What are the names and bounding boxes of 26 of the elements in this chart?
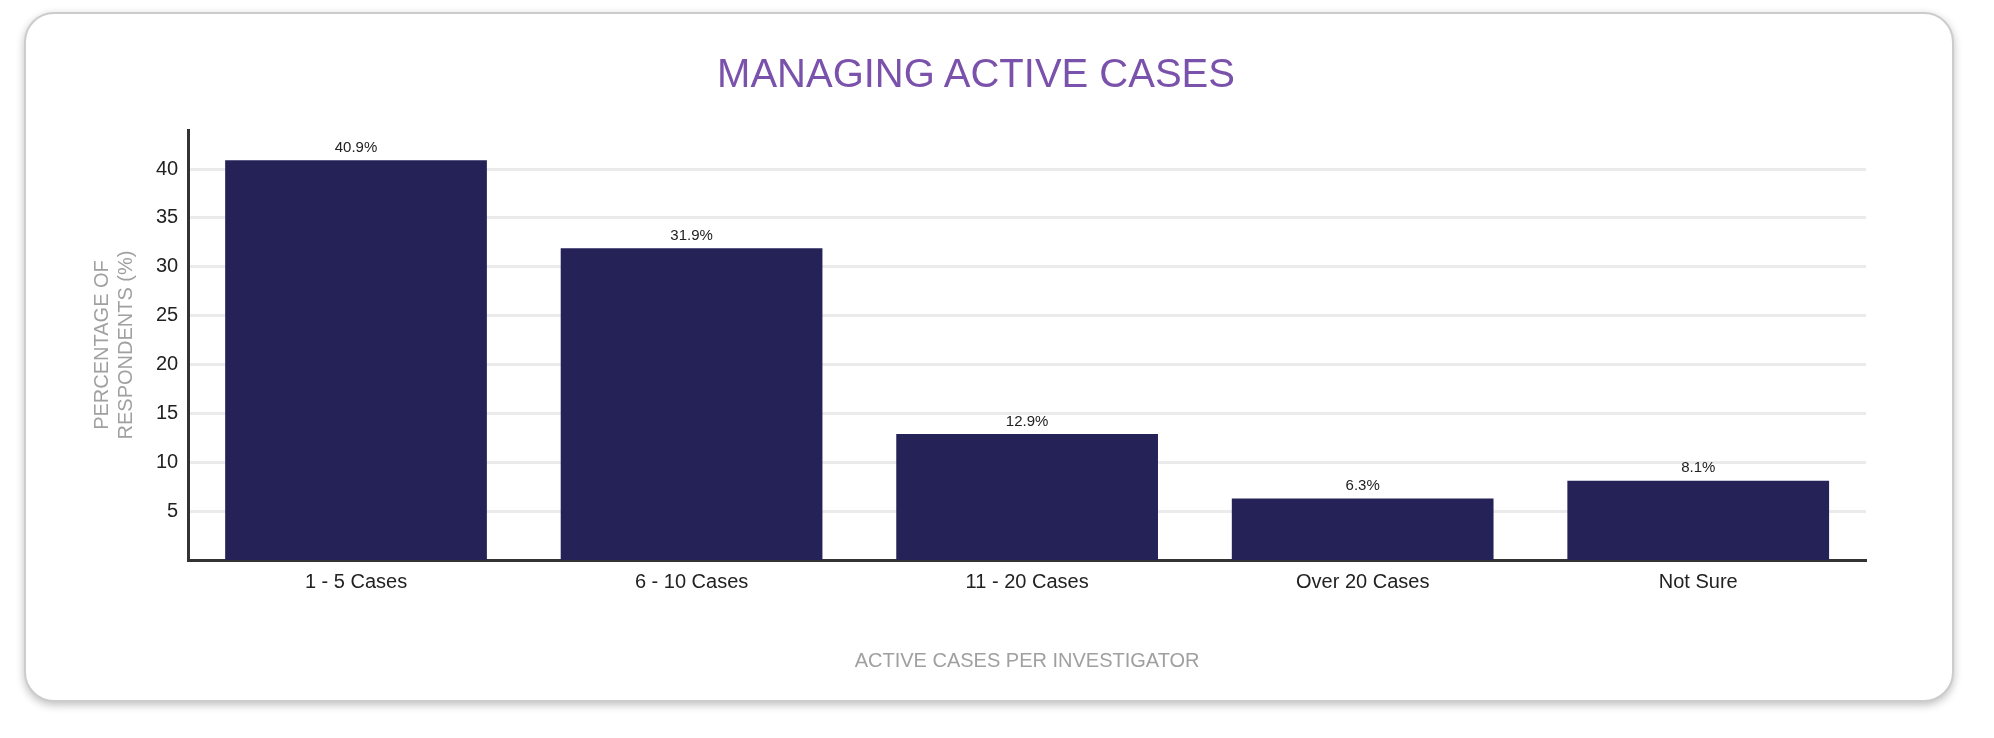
data-label: 6.3% — [1345, 476, 1380, 494]
y-tick-label: 15 — [156, 400, 179, 423]
y-tick-label: 5 — [167, 498, 179, 521]
x-tick-label: 11 - 20 Cases — [965, 569, 1089, 592]
data-label: 12.9% — [1005, 411, 1049, 429]
chart-title: MANAGING ACTIVE CASES — [717, 51, 1235, 96]
x-tick-label: Over 20 Cases — [1295, 569, 1430, 592]
data-label: 31.9% — [670, 225, 713, 243]
y-tick-label: 35 — [156, 205, 179, 228]
bar — [225, 160, 487, 560]
y-tick-label: 30 — [156, 254, 179, 277]
x-tick-label: 1 - 5 Cases — [304, 569, 408, 592]
x-tick-label: 6 - 10 Cases — [634, 569, 749, 592]
x-axis-title: ACTIVE CASES PER INVESTIGATOR — [854, 648, 1200, 671]
y-tick-label: 20 — [156, 352, 179, 375]
y-tick-label: 40 — [156, 156, 179, 179]
x-tick-label: Not Sure — [1658, 569, 1738, 592]
bar — [560, 248, 823, 560]
bar — [1567, 480, 1830, 560]
y-tick-label: 25 — [156, 303, 179, 326]
data-label: 8.1% — [1681, 458, 1716, 476]
y-axis-title: PERCENTAGE OF RESPONDENTS (%) — [89, 250, 136, 440]
bar — [1231, 498, 1494, 560]
bar — [896, 433, 1158, 560]
y-tick-label: 10 — [156, 449, 179, 472]
data-label: 40.9% — [334, 137, 378, 155]
